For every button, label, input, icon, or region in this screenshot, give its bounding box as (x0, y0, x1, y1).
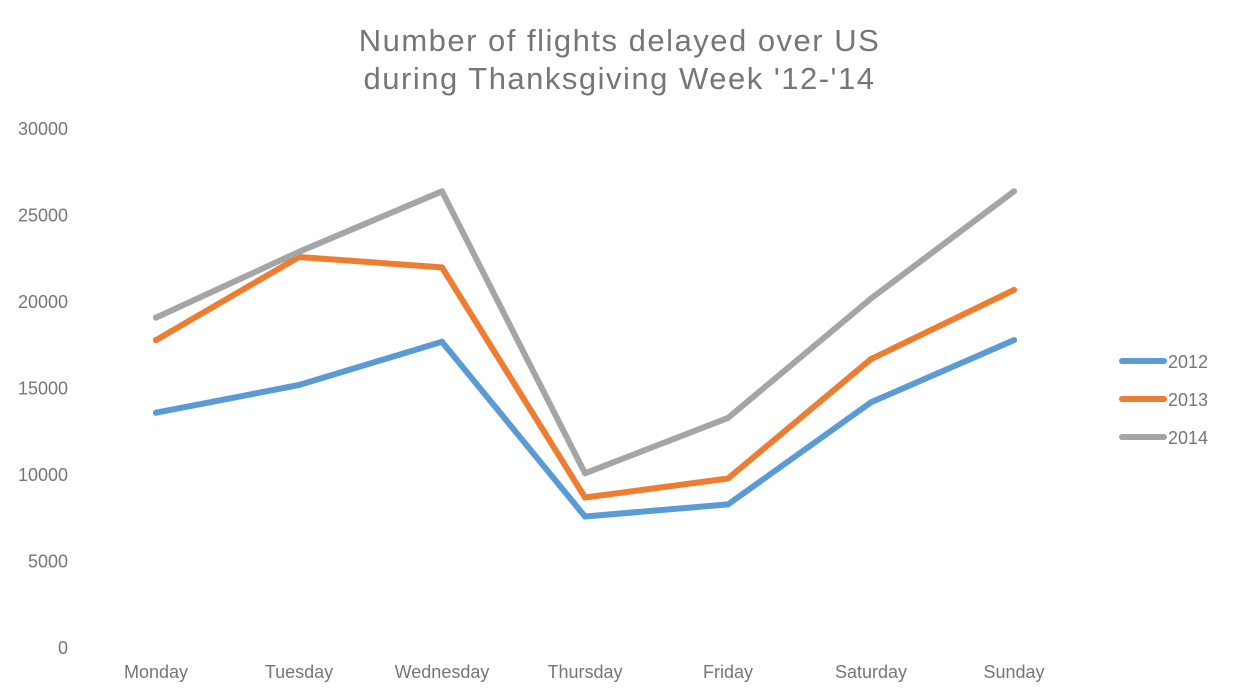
x-tick-label: Monday (124, 662, 188, 682)
series-line-2012 (153, 337, 1017, 520)
data-point-2014 (582, 470, 588, 477)
legend-label-2012: 2012 (1168, 352, 1208, 372)
data-point-2013 (868, 356, 874, 363)
data-point-2013 (439, 264, 445, 271)
y-tick-label: 5000 (28, 552, 68, 572)
data-point-2012 (296, 382, 302, 388)
x-tick-label: Saturday (835, 662, 907, 682)
series-line-2013 (153, 254, 1017, 501)
y-tick-label: 0 (58, 638, 68, 658)
data-point-2013 (153, 337, 159, 344)
chart-title: Number of flights delayed over US during… (0, 22, 1239, 98)
legend-label-2014: 2014 (1168, 428, 1208, 448)
series-line-2014 (153, 188, 1017, 477)
y-tick-label: 15000 (18, 379, 68, 399)
data-point-2012 (868, 399, 874, 406)
x-tick-label: Sunday (983, 662, 1044, 682)
x-tick-label: Friday (703, 662, 753, 682)
data-point-2014 (439, 188, 445, 195)
data-point-2013 (725, 475, 731, 482)
data-point-2013 (1011, 286, 1017, 293)
data-point-2014 (153, 314, 159, 321)
x-tick-label: Wednesday (395, 662, 490, 682)
y-tick-label: 20000 (18, 292, 68, 312)
x-tick-label: Thursday (547, 662, 622, 682)
data-point-2012 (439, 338, 445, 345)
data-point-2014 (868, 295, 874, 302)
data-point-2014 (1011, 188, 1017, 195)
data-point-2012 (582, 513, 588, 520)
chart-title-line-2: during Thanksgiving Week '12-'14 (363, 61, 876, 96)
legend-label-2013: 2013 (1168, 390, 1208, 410)
y-tick-label: 30000 (18, 119, 68, 139)
data-point-2014 (725, 414, 731, 421)
x-tick-label: Tuesday (265, 662, 333, 682)
data-point-2014 (296, 248, 302, 255)
data-point-2012 (153, 409, 159, 416)
data-point-2012 (725, 501, 731, 508)
y-tick-label: 10000 (18, 465, 68, 485)
data-point-2012 (1011, 337, 1017, 344)
y-tick-label: 25000 (18, 206, 68, 226)
data-point-2013 (582, 494, 588, 501)
chart-title-line-1: Number of flights delayed over US (358, 23, 881, 58)
